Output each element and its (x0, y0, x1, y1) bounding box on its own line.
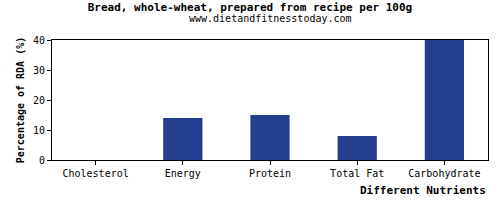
svg-text:Carbohydrate: Carbohydrate (408, 168, 480, 179)
svg-text:www.dietandfitnesstoday.com: www.dietandfitnesstoday.com (189, 13, 352, 24)
svg-text:Percentage of RDA (%): Percentage of RDA (%) (15, 37, 26, 163)
svg-text:Cholesterol: Cholesterol (62, 168, 128, 179)
svg-text:10: 10 (33, 125, 45, 136)
svg-text:0: 0 (39, 155, 45, 166)
svg-text:20: 20 (33, 95, 45, 106)
svg-text:Bread, whole-wheat, prepared f: Bread, whole-wheat, prepared from recipe… (88, 1, 413, 14)
svg-text:Protein: Protein (249, 168, 291, 179)
svg-text:30: 30 (33, 65, 45, 76)
svg-text:Total Fat: Total Fat (330, 168, 384, 179)
svg-text:40: 40 (33, 35, 45, 46)
svg-text:Different Nutrients: Different Nutrients (360, 184, 486, 197)
svg-text:Energy: Energy (165, 168, 201, 179)
